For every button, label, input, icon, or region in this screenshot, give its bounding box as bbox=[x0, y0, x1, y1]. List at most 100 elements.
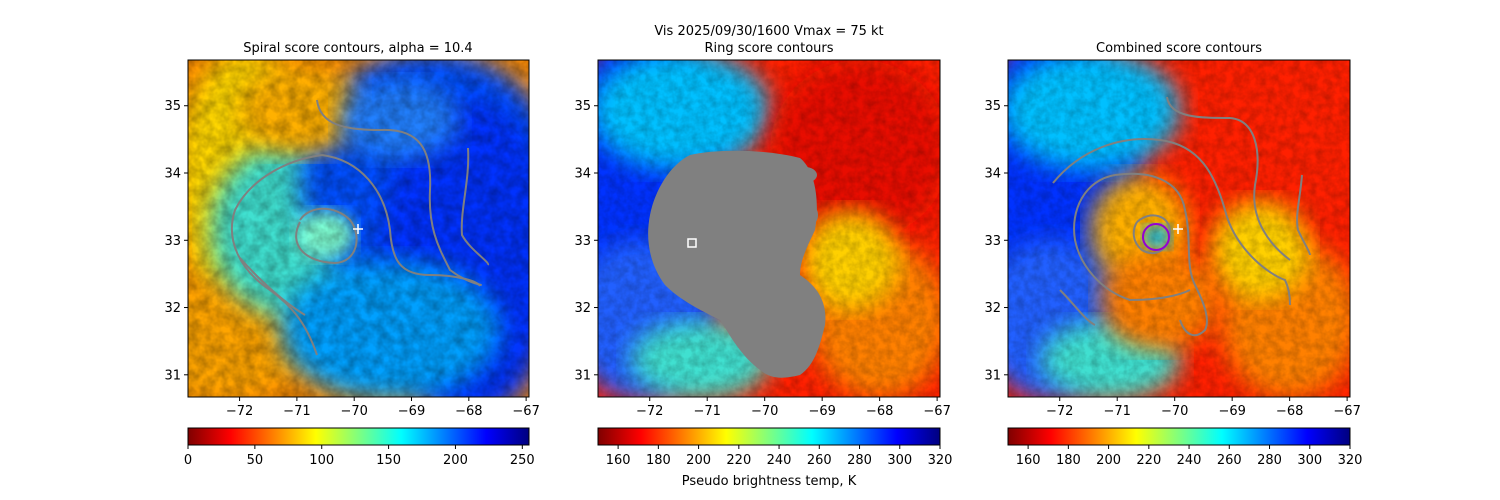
y-tick-combined: 34 bbox=[984, 167, 1008, 182]
y-tick-combined: 31 bbox=[984, 368, 1008, 383]
colorbar-tick-ring: 320 bbox=[928, 445, 953, 468]
colorbar-tick-combined: 300 bbox=[1297, 445, 1322, 468]
panel-spiral: Spiral score contours, alpha = 10.4 bbox=[164, 41, 540, 468]
colorbar-ticks-ring: 160 180 200 220 240 260 280 300 320 bbox=[606, 445, 953, 468]
x-tick-label-spiral: −71 bbox=[283, 404, 310, 419]
y-tick-label-spiral: 33 bbox=[164, 234, 181, 249]
panel-combined: Combined score contours bbox=[984, 41, 1363, 468]
colorbar-tick-label-spiral: 50 bbox=[247, 453, 264, 468]
x-tick-label-ring: −72 bbox=[636, 404, 663, 419]
colorbar-tick-label-spiral: 250 bbox=[510, 453, 535, 468]
x-tick-combined: −67 bbox=[1333, 397, 1361, 419]
y-tick-spiral: 35 bbox=[164, 99, 188, 114]
x-tick-combined: −69 bbox=[1218, 397, 1246, 419]
y-tick-label-combined: 34 bbox=[984, 167, 1001, 182]
colorbar-combined: 160 180 200 220 240 260 280 300 320 bbox=[1007, 427, 1363, 468]
y-tick-ring: 34 bbox=[574, 167, 598, 182]
colorbar-label-ring: Pseudo brightness temp, K bbox=[682, 474, 857, 489]
y-tick-label-spiral: 34 bbox=[164, 167, 181, 182]
x-tick-label-spiral: −70 bbox=[340, 404, 367, 419]
colorbar-tick-label-ring: 240 bbox=[767, 453, 792, 468]
colorbar-tick-label-ring: 320 bbox=[928, 453, 953, 468]
y-tick-label-ring: 31 bbox=[574, 368, 591, 383]
y-tick-ring: 35 bbox=[574, 99, 598, 114]
colorbar-tick-combined: 200 bbox=[1096, 445, 1121, 468]
x-tick-spiral: −70 bbox=[340, 397, 368, 419]
colorbar-tick-ring: 300 bbox=[887, 445, 912, 468]
heatmap-image-combined bbox=[1008, 60, 1350, 397]
x-tick-combined: −68 bbox=[1276, 397, 1303, 419]
colorbar-tick-label-ring: 160 bbox=[606, 453, 631, 468]
y-ticks-spiral: 31 32 33 34 35 bbox=[164, 99, 188, 383]
colorbar-tick-label-combined: 220 bbox=[1136, 453, 1161, 468]
x-tick-ring: −69 bbox=[808, 397, 836, 419]
colorbar-tick-spiral: 250 bbox=[510, 445, 535, 468]
panel-title-combined: Combined score contours bbox=[1096, 41, 1262, 56]
colorbar-ring: 160 180 200 220 240 260 280 300 320 Pseudo brigh… bbox=[597, 427, 953, 489]
x-tick-ring: −72 bbox=[636, 397, 663, 419]
x-tick-ring: −71 bbox=[693, 397, 721, 419]
colorbar-tick-ring: 180 bbox=[646, 445, 671, 468]
colorbar-tick-label-ring: 220 bbox=[726, 453, 751, 468]
colorbar-tick-label-combined: 240 bbox=[1177, 453, 1202, 468]
colorbar-tick-label-ring: 200 bbox=[686, 453, 711, 468]
marker-center-spiral bbox=[353, 224, 363, 234]
x-tick-spiral: −67 bbox=[512, 397, 540, 419]
mask-fragments-ring bbox=[786, 167, 818, 224]
colorbar-tick-spiral: 50 bbox=[247, 445, 264, 468]
y-ticks-ring: 31 32 33 34 35 bbox=[574, 99, 598, 383]
x-ticks-combined: −72 −71 −70 −69 −68 −67 bbox=[1046, 397, 1361, 419]
colorbar-tick-label-combined: 320 bbox=[1338, 453, 1363, 468]
y-tick-spiral: 32 bbox=[164, 301, 188, 316]
colorbar-tick-label-spiral: 150 bbox=[376, 453, 401, 468]
y-tick-label-spiral: 31 bbox=[164, 368, 181, 383]
y-tick-ring: 33 bbox=[574, 234, 598, 249]
y-tick-label-ring: 35 bbox=[574, 99, 591, 114]
colorbar-tick-combined: 240 bbox=[1177, 445, 1202, 468]
y-tick-label-ring: 32 bbox=[574, 301, 591, 316]
marker-circle-combined bbox=[1142, 223, 1170, 251]
colorbar-tick-label-ring: 180 bbox=[646, 453, 671, 468]
marker-center-combined bbox=[1173, 224, 1183, 234]
x-tick-label-ring: −67 bbox=[923, 404, 950, 419]
colorbar-tick-ring: 260 bbox=[807, 445, 832, 468]
colorbar-tick-label-spiral: 0 bbox=[184, 453, 192, 468]
colorbar-tick-ring: 160 bbox=[606, 445, 631, 468]
y-tick-spiral: 33 bbox=[164, 234, 188, 249]
x-tick-combined: −72 bbox=[1046, 397, 1073, 419]
x-tick-label-combined: −71 bbox=[1103, 404, 1130, 419]
colorbar-spiral: 0 50 100 150 200 250 bbox=[184, 427, 535, 468]
x-tick-label-ring: −68 bbox=[866, 404, 893, 419]
score-mask-ring bbox=[648, 150, 826, 378]
marker-square-ring bbox=[687, 238, 697, 248]
y-ticks-combined: 31 32 33 34 35 bbox=[984, 99, 1008, 383]
x-ticks-spiral: −72 −71 −70 −69 −68 −67 bbox=[226, 397, 540, 419]
colorbar-tick-label-spiral: 200 bbox=[443, 453, 468, 468]
colorbar-tick-ring: 240 bbox=[767, 445, 792, 468]
y-tick-spiral: 34 bbox=[164, 167, 188, 182]
x-tick-label-ring: −69 bbox=[808, 404, 835, 419]
axes-frame-combined bbox=[1007, 59, 1351, 398]
colorbar-ticks-spiral: 0 50 100 150 200 250 bbox=[184, 445, 535, 468]
y-tick-combined: 33 bbox=[984, 234, 1008, 249]
y-tick-label-spiral: 32 bbox=[164, 301, 181, 316]
axes-frame-spiral bbox=[187, 59, 530, 398]
x-tick-label-combined: −68 bbox=[1276, 404, 1303, 419]
colorbar-tick-label-ring: 300 bbox=[887, 453, 912, 468]
x-tick-label-spiral: −69 bbox=[398, 404, 425, 419]
panel-ring: Ring score contours −72 −71 −70 −69 −68 −67 bbox=[574, 41, 953, 489]
colorbar-tick-combined: 160 bbox=[1016, 445, 1041, 468]
x-tick-spiral: −71 bbox=[283, 397, 311, 419]
colorbar-tick-label-combined: 280 bbox=[1257, 453, 1282, 468]
x-tick-label-ring: −71 bbox=[693, 404, 720, 419]
heatmap-image-spiral bbox=[188, 60, 529, 397]
colorbar-tick-combined: 280 bbox=[1257, 445, 1282, 468]
colorbar-tick-ring: 220 bbox=[726, 445, 751, 468]
colorbar-tick-label-spiral: 100 bbox=[309, 453, 334, 468]
y-tick-label-combined: 31 bbox=[984, 368, 1001, 383]
x-tick-spiral: −68 bbox=[455, 397, 483, 419]
x-tick-label-spiral: −68 bbox=[455, 404, 482, 419]
panel-title-ring: Ring score contours bbox=[704, 41, 833, 56]
y-tick-label-ring: 33 bbox=[574, 234, 591, 249]
